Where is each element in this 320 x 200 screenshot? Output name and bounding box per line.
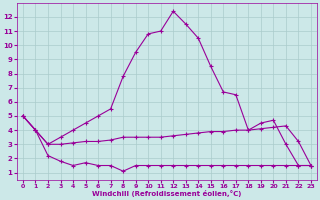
X-axis label: Windchill (Refroidissement éolien,°C): Windchill (Refroidissement éolien,°C) bbox=[92, 190, 242, 197]
